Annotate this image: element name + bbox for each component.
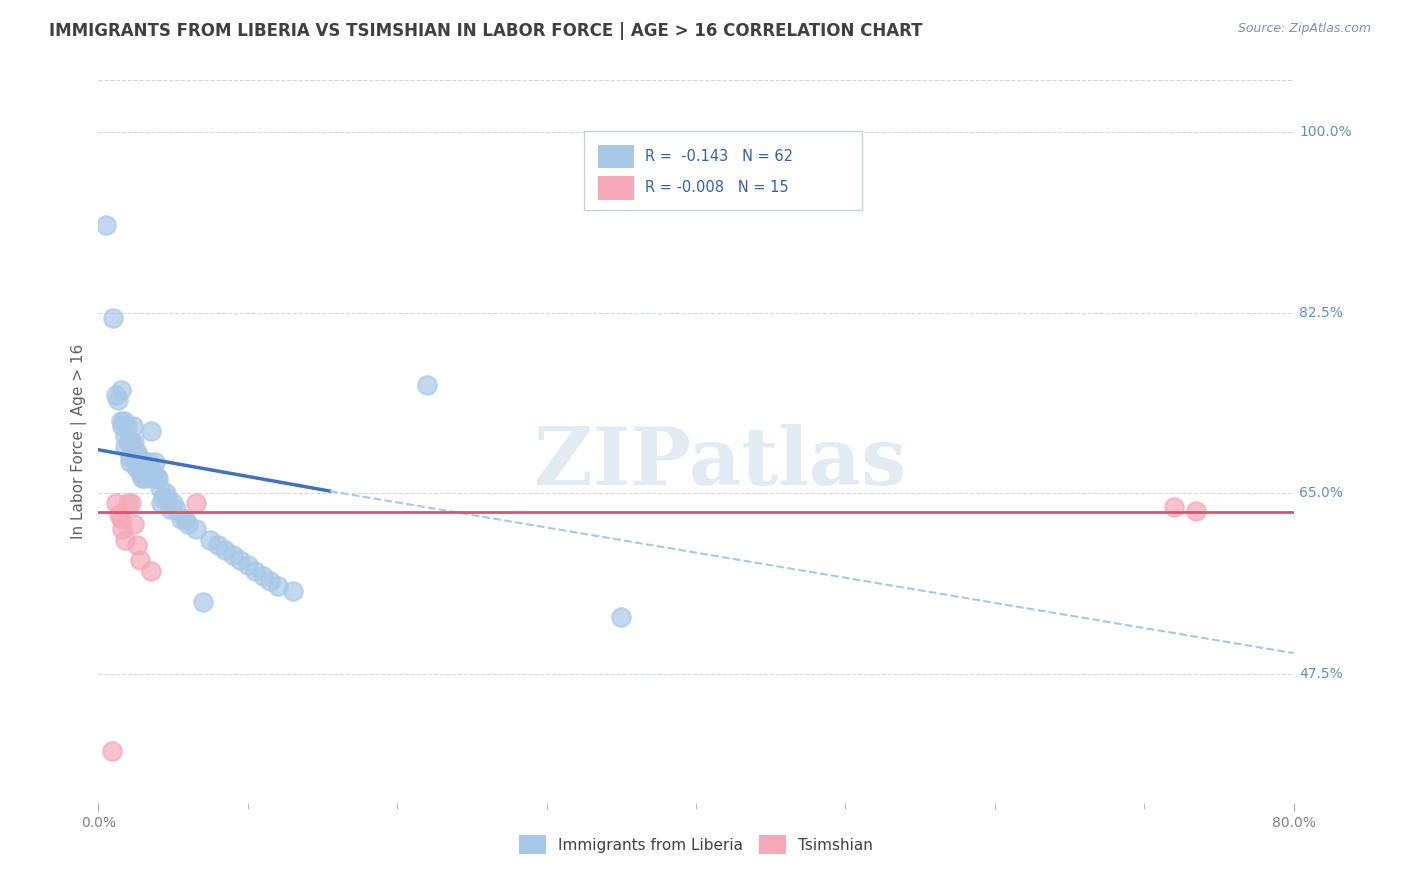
Point <box>129 553 152 567</box>
Point <box>103 310 125 325</box>
Point <box>141 471 163 485</box>
Point <box>108 507 131 521</box>
Point <box>114 429 136 443</box>
Point <box>138 455 160 469</box>
Text: 65.0%: 65.0% <box>1299 486 1343 500</box>
Point <box>142 466 165 480</box>
Text: 82.5%: 82.5% <box>1299 306 1343 319</box>
Point <box>110 414 132 428</box>
Point <box>169 512 191 526</box>
Point <box>245 564 267 578</box>
Legend: Immigrants from Liberia, Tsimshian: Immigrants from Liberia, Tsimshian <box>513 830 879 860</box>
Point <box>610 610 633 624</box>
Point <box>125 460 148 475</box>
Point <box>124 434 146 449</box>
Point <box>1185 504 1208 518</box>
Point <box>159 501 181 516</box>
Point <box>155 486 177 500</box>
Point <box>114 440 136 454</box>
Point <box>120 434 142 449</box>
Point <box>117 496 139 510</box>
Point <box>135 466 157 480</box>
Point <box>150 496 173 510</box>
Point <box>259 574 281 588</box>
Text: ZIPatlas: ZIPatlas <box>534 425 905 502</box>
Text: 100.0%: 100.0% <box>1299 125 1353 139</box>
Point <box>148 471 170 485</box>
Point <box>115 419 138 434</box>
Text: R =  -0.143   N = 62: R = -0.143 N = 62 <box>645 149 793 164</box>
Point <box>129 460 152 475</box>
Point <box>236 558 259 573</box>
Point <box>111 522 134 536</box>
Point <box>145 471 167 485</box>
Point <box>101 744 124 758</box>
Point <box>125 450 148 464</box>
Point <box>118 450 141 464</box>
Point <box>174 512 197 526</box>
Point <box>267 579 290 593</box>
Point <box>134 471 156 485</box>
Point <box>128 450 150 464</box>
Point <box>281 584 304 599</box>
Point <box>184 522 207 536</box>
Point <box>184 496 207 510</box>
Point <box>127 445 149 459</box>
Point <box>112 414 135 428</box>
Text: IMMIGRANTS FROM LIBERIA VS TSIMSHIAN IN LABOR FORCE | AGE > 16 CORRELATION CHART: IMMIGRANTS FROM LIBERIA VS TSIMSHIAN IN … <box>49 22 922 40</box>
Point <box>121 419 143 434</box>
Text: Source: ZipAtlas.com: Source: ZipAtlas.com <box>1237 22 1371 36</box>
Point <box>114 533 136 547</box>
Point <box>110 383 132 397</box>
Point <box>177 517 200 532</box>
Point <box>132 455 155 469</box>
Point <box>139 564 162 578</box>
Point <box>110 512 132 526</box>
Point <box>416 377 439 392</box>
Point <box>127 538 149 552</box>
Point <box>131 471 153 485</box>
Point <box>117 434 139 449</box>
Point <box>107 393 129 408</box>
Point <box>200 533 222 547</box>
Point <box>105 496 128 510</box>
Point <box>222 548 245 562</box>
Text: R = -0.008   N = 15: R = -0.008 N = 15 <box>645 180 789 195</box>
Point <box>124 517 146 532</box>
Point <box>136 460 159 475</box>
Point <box>165 501 187 516</box>
Point <box>152 491 174 506</box>
Point <box>149 481 172 495</box>
Point <box>191 594 214 608</box>
Text: 47.5%: 47.5% <box>1299 667 1343 681</box>
Point <box>139 424 162 438</box>
Point <box>129 466 152 480</box>
Point <box>252 568 274 582</box>
Y-axis label: In Labor Force | Age > 16: In Labor Force | Age > 16 <box>72 344 87 539</box>
Point <box>143 455 166 469</box>
Point <box>105 388 128 402</box>
Point <box>156 491 179 506</box>
Point <box>1163 500 1185 514</box>
Point <box>118 455 141 469</box>
Point <box>214 542 236 557</box>
Point <box>207 538 229 552</box>
Point <box>162 496 184 510</box>
Point <box>111 419 134 434</box>
Point <box>120 440 142 454</box>
Point <box>94 218 117 232</box>
Point <box>120 496 142 510</box>
Point <box>229 553 252 567</box>
